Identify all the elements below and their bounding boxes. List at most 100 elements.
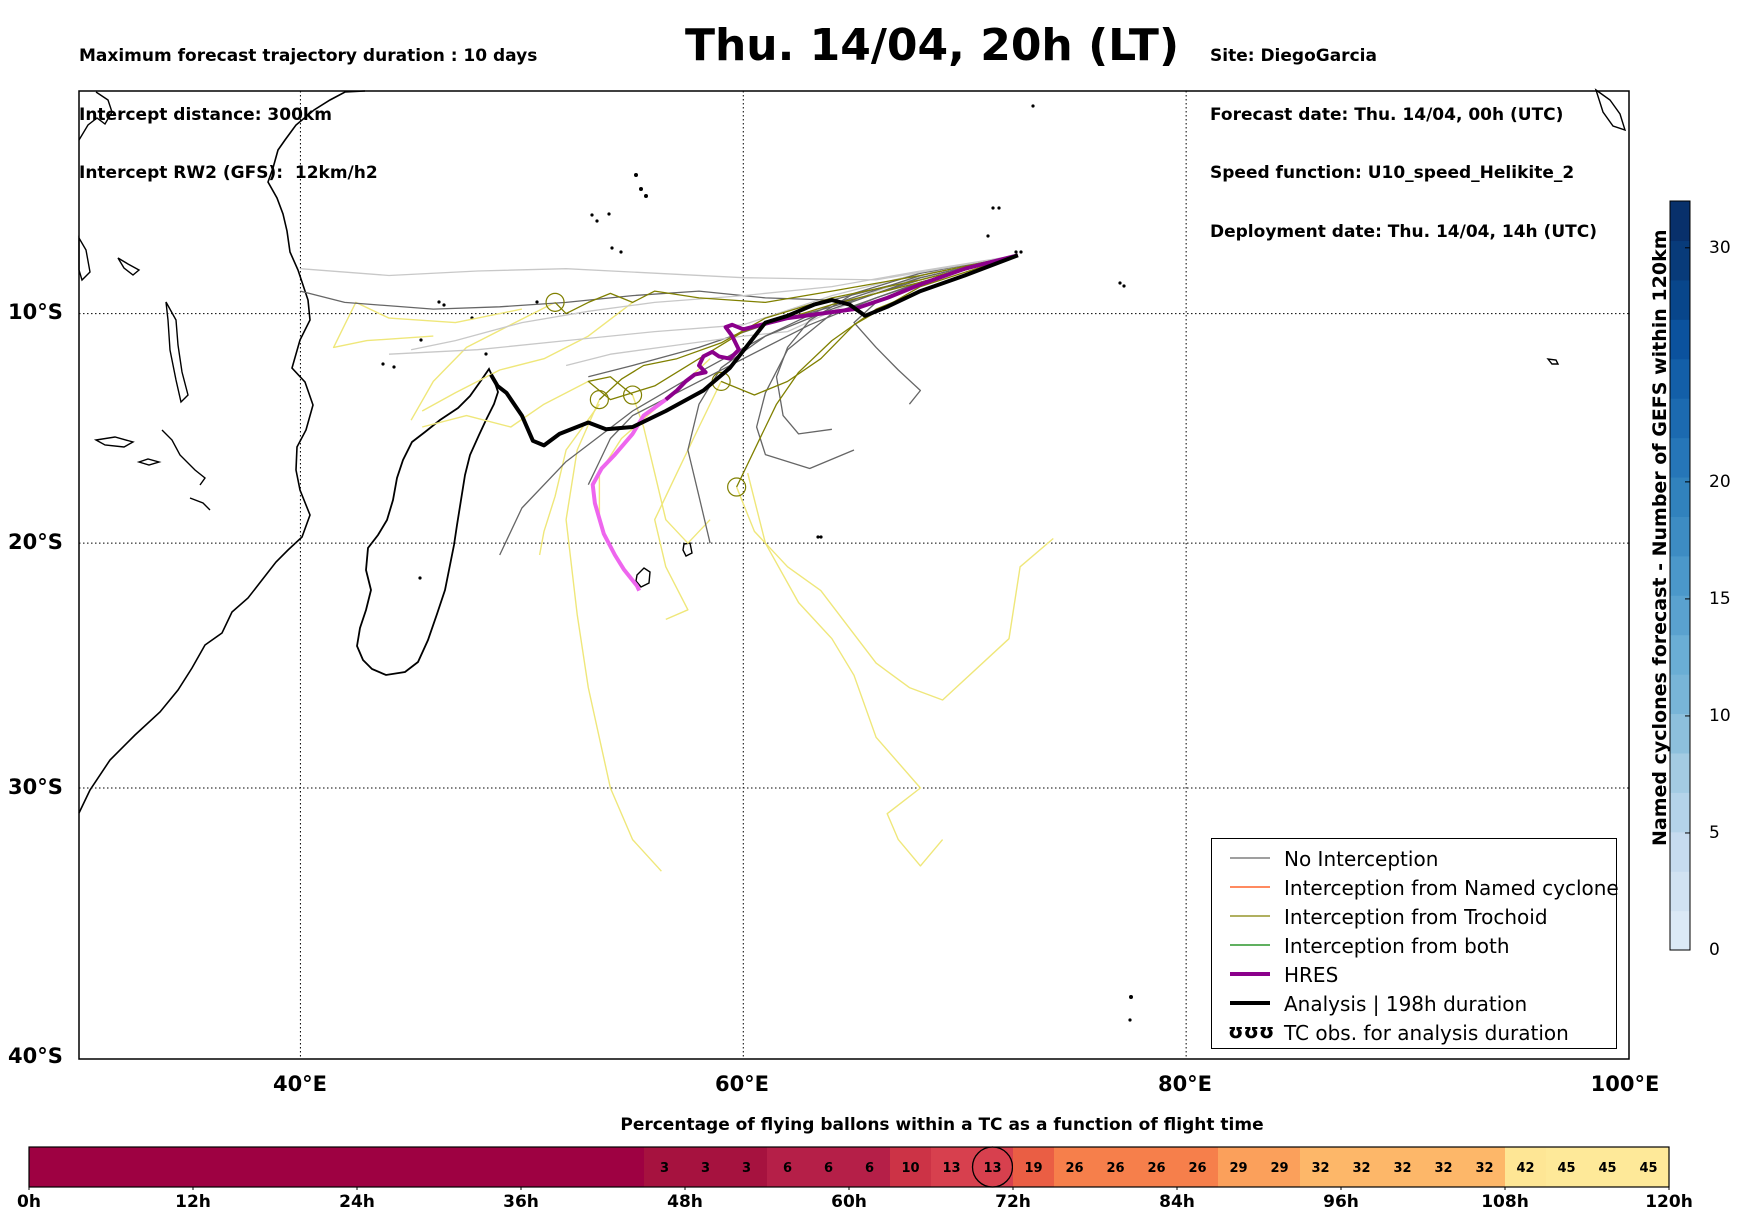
no-interception-track (300, 254, 1019, 281)
time-cell-value: 45 (1557, 1161, 1575, 1176)
trochoid-loop (545, 292, 565, 312)
island (189, 497, 211, 511)
time-cell-value: 26 (1147, 1161, 1165, 1176)
hres-extension-track (590, 397, 667, 592)
header-left-line: Intercept distance: 300km (79, 104, 332, 125)
time-tick: 60h (831, 1192, 867, 1212)
colorbar-segment (1670, 674, 1690, 715)
time-cell-value: 32 (1393, 1161, 1411, 1176)
time-tick: 48h (667, 1192, 703, 1212)
time-tick: 36h (503, 1192, 539, 1212)
no-interception-track (587, 254, 1019, 485)
colorbar-segment (1670, 910, 1690, 951)
time-cell (1505, 1147, 1547, 1187)
colorbar-segment (1670, 516, 1690, 557)
time-cell-leading (29, 1147, 644, 1187)
header-right-line: Deployment date: Thu. 14/04, 14h (UTC) (1210, 221, 1597, 242)
trochoid-interception-track (598, 254, 1019, 401)
time-cell-value: 3 (742, 1161, 751, 1176)
colorbar-segment (1670, 201, 1690, 242)
time-tick: 12h (175, 1192, 211, 1212)
colorbar-segment (1670, 871, 1690, 912)
ensemble-extension-track (410, 301, 556, 421)
header-left-line: Maximum forecast trajectory duration : 1… (79, 46, 538, 66)
trochoid-interception-track (720, 254, 1019, 396)
header-right-line: Forecast date: Thu. 14/04, 00h (UTC) (1210, 104, 1564, 125)
time-cell (808, 1147, 850, 1187)
legend-item: Interception from Named cyclone (1222, 874, 1619, 903)
colorbar-tick: 30 (1709, 237, 1731, 258)
colorbar-label: Named cyclones forecast - Number of GEFS… (1649, 229, 1671, 846)
lat-label: 40°S (8, 1044, 63, 1068)
lon-label: 40°E (272, 1072, 328, 1096)
time-cell-value: 19 (1024, 1161, 1042, 1176)
colorbar-segment (1670, 319, 1690, 360)
ensemble-extension-track (332, 301, 523, 349)
colorbar-segment (1670, 476, 1690, 517)
ensemble-extension-track (421, 301, 634, 412)
time-cell-value: 32 (1434, 1161, 1452, 1176)
time-cell (1423, 1147, 1465, 1187)
no-interception-track (388, 254, 1019, 355)
time-cell (1177, 1147, 1219, 1187)
time-bar-title: Percentage of flying ballons within a TC… (620, 1115, 1264, 1135)
ensemble-extension-track (747, 472, 944, 867)
legend-item: ʊʊʊ TC obs. for analysis duration (1222, 1019, 1612, 1048)
no-interception-track (687, 254, 1019, 544)
no-interception-track (499, 254, 1019, 556)
time-tick: 24h (339, 1192, 375, 1212)
time-tick: 108h (1481, 1192, 1529, 1212)
island (1594, 88, 1627, 132)
colorbar-segment (1670, 595, 1690, 636)
legend-item: No Interception (1222, 845, 1612, 874)
time-cell (931, 1147, 973, 1187)
time-tick: 84h (1159, 1192, 1195, 1212)
time-cell-value: 32 (1475, 1161, 1493, 1176)
time-cell (1218, 1147, 1260, 1187)
colorbar-segment (1670, 792, 1690, 833)
africa-north-coast (78, 91, 113, 141)
main-title: Thu. 14/04, 20h (LT) (684, 20, 1180, 71)
colorbar-segment (1670, 437, 1690, 478)
island (1546, 358, 1560, 365)
no-interception-track (300, 254, 1019, 310)
colorbar (1669, 200, 1691, 951)
time-cell (1628, 1147, 1670, 1187)
time-cell (1013, 1147, 1055, 1187)
time-cell (1587, 1147, 1629, 1187)
colorbar-segment (1670, 831, 1690, 872)
legend-swatch (1230, 857, 1270, 859)
time-cell (685, 1147, 727, 1187)
trochoid-interception-track (554, 254, 1019, 315)
legend-item: Interception from Trochoid (1222, 903, 1612, 932)
time-tick: 72h (995, 1192, 1031, 1212)
colorbar-segment (1670, 555, 1690, 596)
no-interception-track (775, 254, 1019, 435)
legend-label: No Interception (1284, 847, 1439, 871)
lon-label: 80°E (1157, 1072, 1213, 1096)
time-cell (726, 1147, 768, 1187)
trajectory-layer (300, 253, 1054, 872)
time-cell (1382, 1147, 1424, 1187)
island (78, 235, 91, 282)
coastline-layer (78, 88, 1627, 814)
trochoid-loop (622, 385, 643, 405)
time-cell-value: 6 (783, 1161, 792, 1176)
time-cell (1341, 1147, 1383, 1187)
time-cell-value: 13 (942, 1161, 960, 1176)
ensemble-extension-track (735, 486, 1054, 701)
map-frame (78, 90, 1630, 1060)
time-cell (1464, 1147, 1506, 1187)
time-cell (1136, 1147, 1178, 1187)
time-cell (1095, 1147, 1137, 1187)
island (161, 429, 206, 486)
legend: No Interception Interception from Named … (1211, 838, 1619, 1049)
time-cell (849, 1147, 891, 1187)
legend-label: TC obs. for analysis duration (1284, 1021, 1569, 1045)
time-tick: 0h (17, 1192, 41, 1212)
colorbar-tick: 20 (1709, 471, 1731, 492)
island (165, 301, 189, 404)
colorbar-tick: 10 (1709, 705, 1731, 726)
time-tick: 120h (1645, 1192, 1693, 1212)
time-cell-value: 6 (824, 1161, 833, 1176)
